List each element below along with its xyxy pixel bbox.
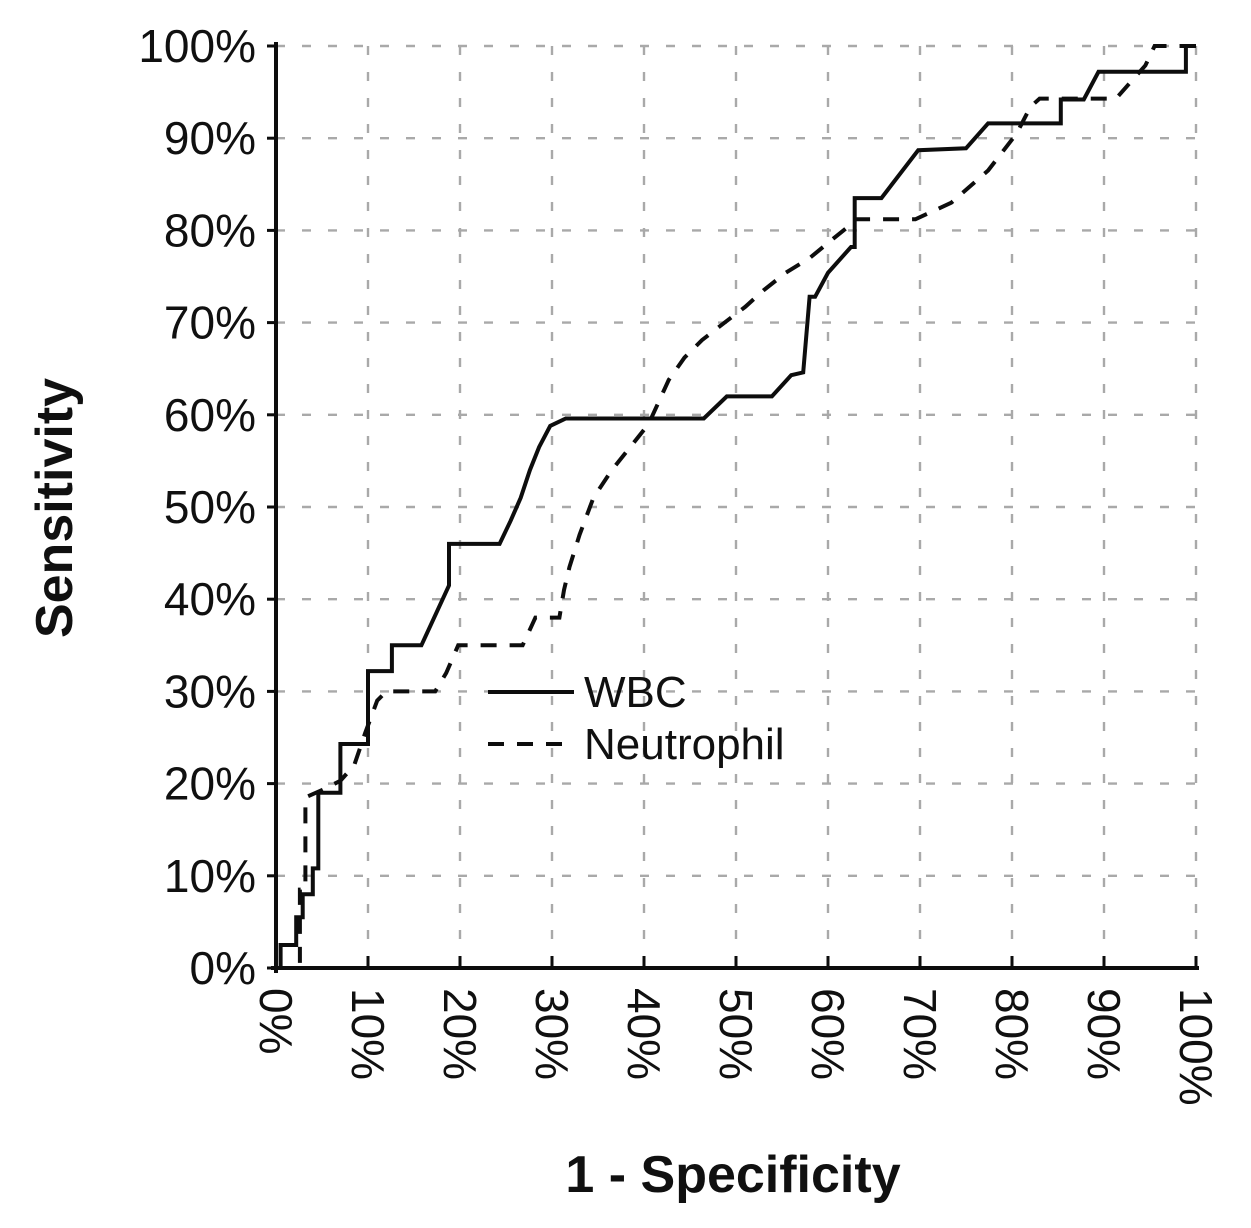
x-tick-label: 50% xyxy=(710,988,762,1080)
gridlines xyxy=(274,44,1198,970)
x-tick-label: 30% xyxy=(526,988,578,1080)
legend-label-neutrophil: Neutrophil xyxy=(584,720,785,769)
x-tick-label: 40% xyxy=(618,988,670,1080)
series-lines xyxy=(276,44,1196,970)
y-tick-label: 20% xyxy=(164,758,256,810)
x-tick-label: 10% xyxy=(342,988,394,1080)
y-tick-label: 10% xyxy=(164,850,256,902)
y-tick-label: 100% xyxy=(138,20,256,72)
curve-neutrophil xyxy=(276,44,1196,970)
legend-label-wbc: WBC xyxy=(584,668,687,717)
y-tick-label: 50% xyxy=(164,481,256,533)
x-tick-label: 70% xyxy=(894,988,946,1080)
y-tick-label: 60% xyxy=(164,389,256,441)
x-tick-label: 20% xyxy=(434,988,486,1080)
curve-wbc xyxy=(276,44,1196,970)
y-tick-label: 70% xyxy=(164,297,256,349)
y-tick-label: 0% xyxy=(190,942,256,994)
y-tick-label: 30% xyxy=(164,665,256,717)
y-axis-title: Sensitivity xyxy=(26,378,84,638)
x-tick-label: 60% xyxy=(802,988,854,1080)
y-tick-label: 40% xyxy=(164,573,256,625)
y-tick-label: 80% xyxy=(164,204,256,256)
x-tick-label: 80% xyxy=(986,988,1038,1080)
axes xyxy=(267,42,1199,973)
y-tick-labels: 0% 10% 20% 30% 40% 50% 60% 70% 80% 90% 100% xyxy=(138,20,256,994)
x-tick-label: 100% xyxy=(1170,988,1222,1106)
x-tick-label: 90% xyxy=(1078,988,1130,1080)
x-tick-labels: 0% 10% 20% 30% 40% 50% 60% 70% 80% 90% 100% xyxy=(250,988,1222,1106)
y-tick-label: 90% xyxy=(164,112,256,164)
x-axis-title: 1 - Specificity xyxy=(565,1146,900,1204)
x-tick-label: 0% xyxy=(250,988,302,1054)
